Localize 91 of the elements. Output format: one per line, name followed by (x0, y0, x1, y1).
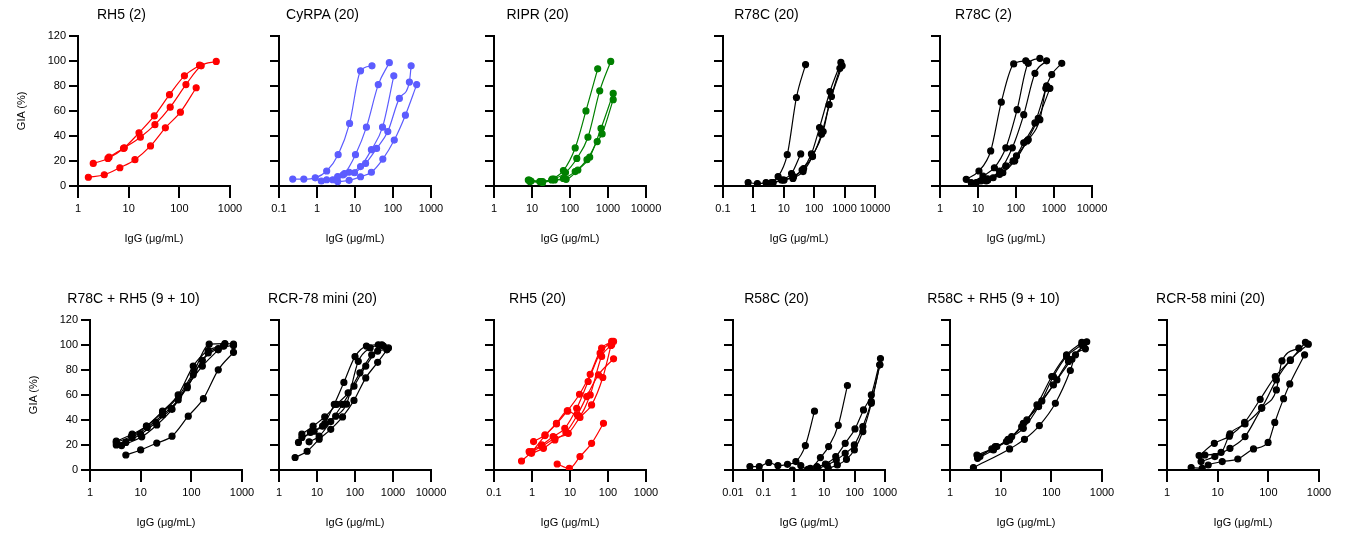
x-tick-label: 10 (994, 485, 1007, 498)
x-tick-label: 1 (86, 485, 94, 498)
x-axis-title: IgG (μg/mL) (540, 232, 600, 245)
x-axis-title: IgG (μg/mL) (1213, 516, 1273, 529)
y-tick-label: 120 (59, 312, 78, 325)
x-tick-label: 10 (818, 485, 831, 498)
x-tick-label: 1 (946, 485, 954, 498)
x-tick-label: 0.1 (755, 485, 772, 498)
x-tick-label: 10 (525, 201, 539, 214)
x-tick-label: 100 (805, 201, 824, 214)
y-tick-label: 40 (65, 412, 78, 425)
x-tick-label: 0.1 (271, 201, 287, 214)
y-tick-label: 40 (53, 128, 66, 141)
x-tick-label: 1 (490, 201, 498, 214)
x-axis-title: IgG (μg/mL) (325, 516, 385, 529)
x-tick-label: 10 (134, 485, 147, 498)
y-tick-label: 0 (59, 179, 66, 192)
x-tick-label: 1000 (1089, 485, 1115, 498)
x-tick-label: 100 (182, 485, 201, 498)
x-tick-label: 10000 (859, 201, 891, 214)
x-tick-label: 10 (1211, 485, 1224, 498)
chart-title: RIPR (20) (506, 6, 569, 23)
x-tick-label: 0.1 (715, 201, 731, 214)
chart-title: R78C + RH5 (9 + 10) (67, 290, 200, 307)
x-tick-label: 1000 (872, 485, 898, 498)
x-axis-title: IgG (μg/mL) (769, 232, 829, 245)
x-tick-label: 10000 (630, 201, 662, 214)
x-tick-label: 100 (170, 201, 189, 214)
y-tick-label: 60 (65, 387, 78, 400)
y-axis-title: GIA (%) (14, 91, 27, 131)
chart-title: R58C + RH5 (9 + 10) (927, 290, 1060, 307)
x-tick-label: 1 (528, 485, 536, 498)
x-tick-label: 10 (777, 201, 790, 214)
y-tick-label: 80 (53, 78, 66, 91)
y-tick-label: 20 (53, 154, 66, 166)
x-tick-label: 10000 (1076, 201, 1108, 214)
x-tick-label: 1 (790, 485, 797, 498)
x-tick-label: 1000 (380, 485, 406, 498)
x-tick-label: 1000 (229, 485, 255, 498)
x-tick-label: 1 (936, 201, 944, 214)
x-tick-label: 100 (845, 485, 864, 498)
x-tick-label: 1 (313, 201, 321, 214)
y-tick-label: 100 (59, 337, 78, 350)
x-tick-label: 1 (750, 201, 757, 214)
x-tick-label: 1000 (418, 201, 444, 214)
y-axis-title: GIA (%) (26, 375, 39, 415)
chart-title: RH5 (2) (96, 6, 147, 23)
x-tick-label: 0.01 (722, 485, 744, 498)
x-axis-title: IgG (μg/mL) (124, 232, 184, 245)
x-axis-title: IgG (μg/mL) (540, 516, 600, 529)
x-tick-label: 10 (971, 201, 985, 214)
y-tick-label: 60 (53, 103, 66, 116)
x-axis-title: IgG (μg/mL) (779, 516, 839, 529)
x-axis-title: IgG (μg/mL) (986, 232, 1046, 245)
x-axis-title: IgG (μg/mL) (325, 232, 385, 245)
x-axis-title: IgG (μg/mL) (996, 516, 1056, 529)
x-tick-label: 100 (345, 485, 365, 498)
chart-title: RH5 (20) (509, 290, 566, 307)
x-tick-label: 10 (310, 485, 324, 498)
chart-title: R78C (20) (734, 6, 799, 23)
y-tick-label: 120 (47, 28, 66, 41)
x-tick-label: 1 (74, 201, 82, 214)
chart-title: R58C (20) (744, 290, 809, 307)
x-axis-title: IgG (μg/mL) (136, 516, 196, 529)
x-tick-label: 1000 (595, 201, 621, 214)
x-tick-label: 1 (1163, 485, 1171, 498)
y-tick-label: 20 (65, 438, 78, 450)
chart-title: RCR-78 mini (20) (268, 290, 377, 307)
x-tick-label: 1000 (1041, 201, 1067, 214)
x-tick-label: 100 (1006, 201, 1026, 214)
x-tick-label: 10 (563, 485, 577, 498)
y-tick-label: 80 (65, 362, 78, 375)
x-tick-label: 10000 (415, 485, 447, 498)
x-tick-label: 10 (122, 201, 135, 214)
chart-title: CyRPA (20) (286, 6, 359, 23)
y-tick-label: 100 (47, 53, 66, 66)
x-tick-label: 100 (1259, 485, 1278, 498)
x-tick-label: 1000 (1306, 485, 1332, 498)
y-tick-label: 0 (71, 463, 78, 476)
x-tick-label: 1 (275, 485, 283, 498)
x-tick-label: 100 (560, 201, 580, 214)
x-tick-label: 100 (1042, 485, 1061, 498)
x-tick-label: 100 (383, 201, 403, 214)
x-tick-label: 10 (348, 201, 362, 214)
chart-title: RCR-58 mini (20) (1156, 290, 1265, 307)
chart-title: R78C (2) (955, 6, 1012, 23)
x-tick-label: 100 (598, 485, 618, 498)
x-tick-label: 1000 (217, 201, 243, 214)
x-tick-label: 1000 (832, 201, 857, 214)
x-tick-label: 1000 (633, 485, 659, 498)
x-tick-label: 0.1 (486, 485, 502, 498)
